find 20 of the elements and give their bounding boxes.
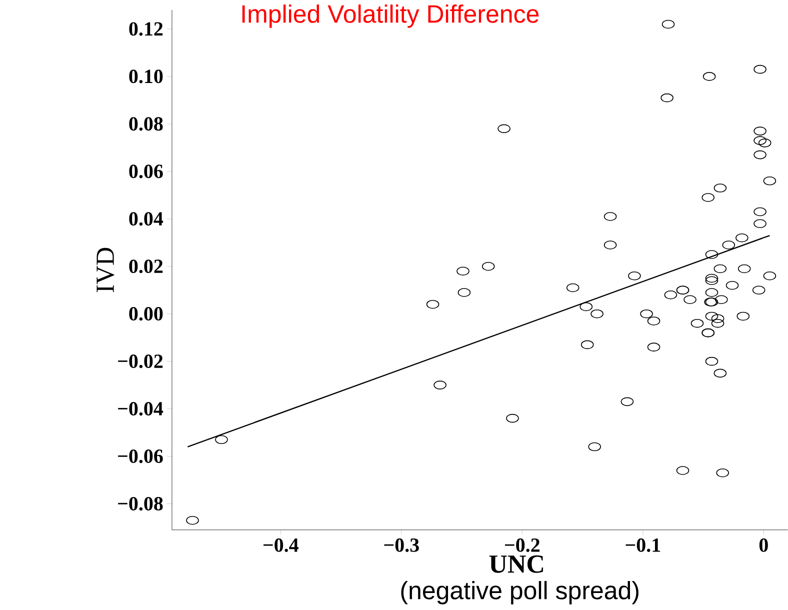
chart-title: Implied Volatility Difference	[242, 4, 539, 28]
x-tick-label: −0.2	[505, 538, 540, 552]
y-tick-label: 0.10	[129, 70, 163, 84]
x-tick-label: 0	[759, 538, 768, 552]
y-tick-label: −0.04	[118, 402, 164, 416]
y-axis-title: IVD	[96, 248, 114, 292]
x-axis-title: UNC	[489, 555, 544, 573]
y-tick-label: 0.06	[129, 164, 163, 178]
y-tick-label: 0.12	[129, 22, 163, 36]
text: (negative poll spread)	[401, 581, 638, 604]
y-tick-label: 0.08	[129, 117, 163, 131]
x-tick-label: −0.4	[263, 538, 298, 552]
y-tick-label: 0.02	[129, 260, 163, 274]
x-tick-label: −0.1	[626, 538, 660, 552]
x-tick-label: −0.3	[384, 538, 419, 552]
y-tick-label: 0.00	[129, 307, 163, 321]
y-tick-label: −0.06	[118, 450, 163, 464]
y-tick-label: −0.02	[118, 354, 163, 368]
y-tick-label: 0.04	[129, 212, 164, 226]
y-tick-label: −0.08	[118, 497, 163, 511]
